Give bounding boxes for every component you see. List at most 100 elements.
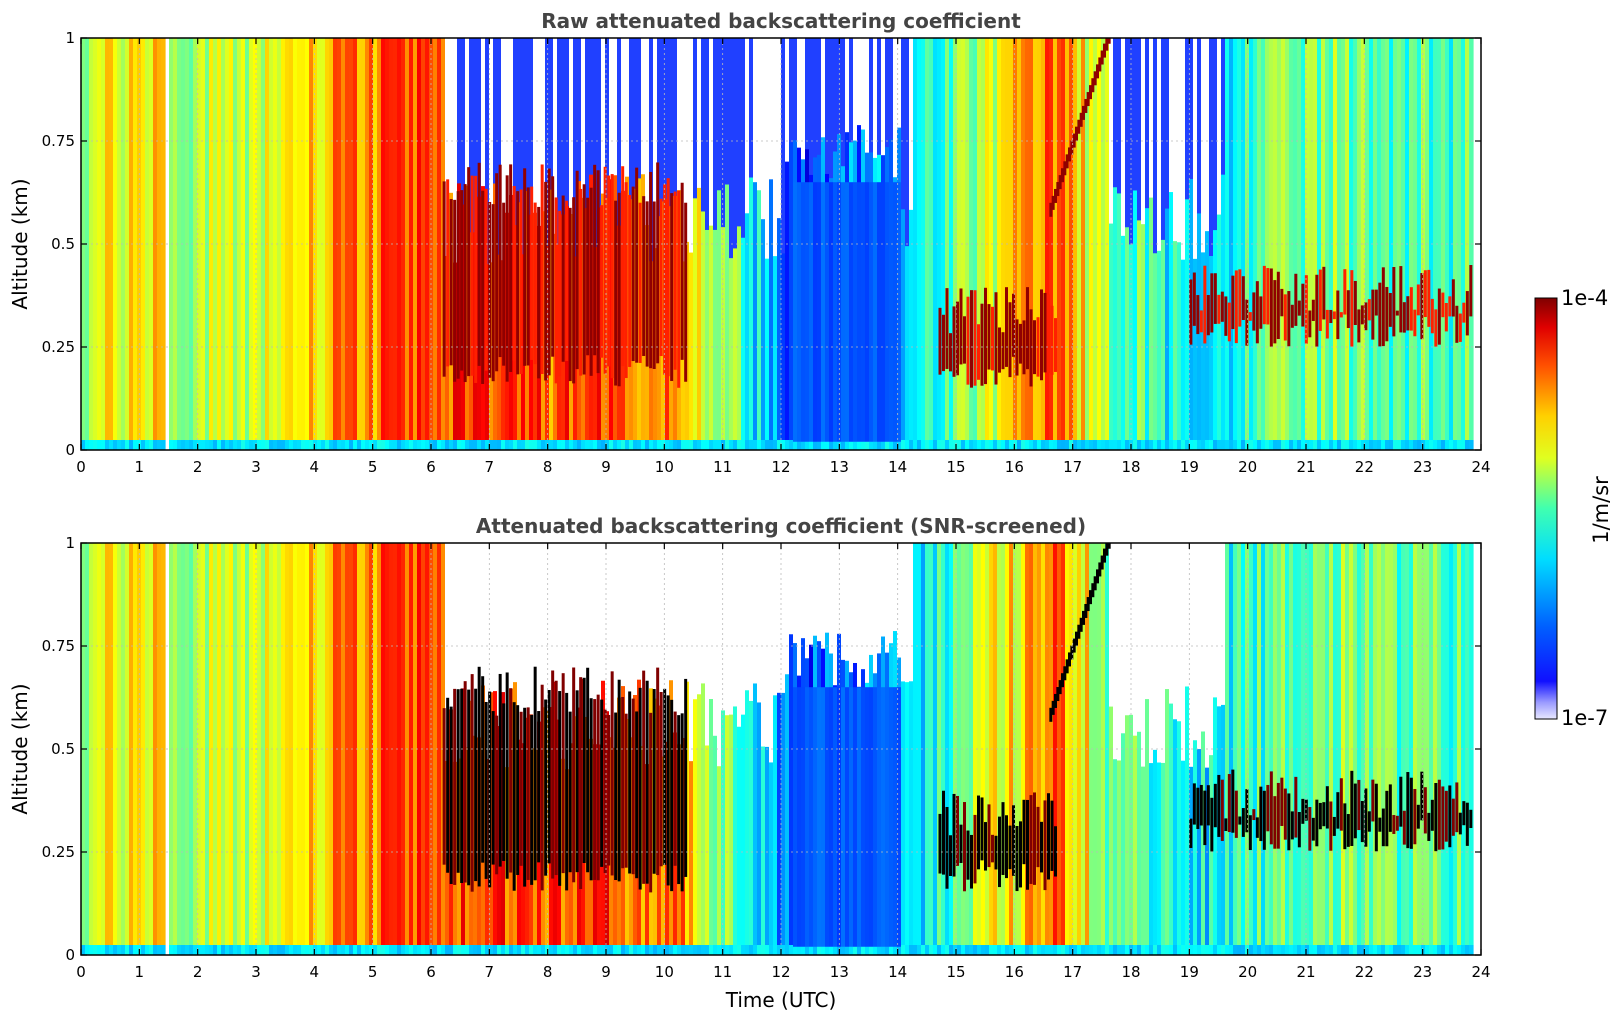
surface-band-cell (1437, 945, 1442, 955)
surface-band-cell (161, 945, 166, 955)
cloud-layer-cell (1273, 796, 1277, 849)
cloud-layer-cell (1213, 783, 1217, 828)
cloud-layer-cell (1381, 267, 1385, 347)
cloud-layer-cell (963, 316, 966, 364)
surface-band-cell (1209, 945, 1214, 955)
cloud-layer-cell (1409, 777, 1413, 849)
heatmap-column (1337, 543, 1342, 945)
clear-air-cell (817, 182, 822, 442)
upper-sparse-cell (745, 38, 750, 214)
cloud-layer-cell (446, 179, 450, 367)
surface-band-cell (485, 945, 490, 955)
upper-sparse-cell (761, 38, 766, 220)
surface-band-cell (1389, 440, 1394, 450)
surface-band-cell (705, 440, 710, 450)
surface-band-cell (1293, 945, 1298, 955)
surface-band-cell (437, 440, 442, 450)
surface-band-cell (181, 945, 186, 955)
plume-cell (1105, 543, 1109, 556)
surface-band-cell (1377, 440, 1382, 450)
surface-band-cell (1221, 945, 1226, 955)
surface-band-cell (1369, 945, 1374, 955)
upper-sparse-cell (1137, 38, 1142, 221)
surface-band-cell (385, 945, 390, 955)
plume-cell (1077, 119, 1081, 134)
heatmap-column (301, 543, 306, 945)
surface-band-cell (121, 945, 126, 955)
clear-air-cell (817, 687, 822, 947)
heatmap-column (1457, 38, 1462, 440)
heatmap-column (369, 543, 374, 945)
heatmap-column (345, 38, 350, 440)
surface-band-cell (945, 945, 950, 955)
surface-band-cell (1465, 440, 1470, 450)
surface-band-cell (1357, 945, 1362, 955)
upper-sparse-cell (1161, 543, 1166, 763)
surface-band-cell (265, 945, 270, 955)
surface-band-cell (565, 945, 570, 955)
cloud-layer-cell (512, 702, 516, 891)
heatmap-column (1249, 543, 1254, 945)
upper-sparse-cell (537, 543, 542, 722)
cloud-layer-cell (1054, 318, 1057, 372)
clear-air-cell (829, 687, 834, 947)
heatmap-column (1081, 543, 1086, 945)
surface-band-cell (585, 945, 590, 955)
cloud-layer-cell (1416, 284, 1420, 316)
surface-band-cell (1221, 440, 1226, 450)
heatmap-column (1393, 38, 1398, 440)
heatmap-column (1305, 543, 1310, 945)
cloud-layer-cell (568, 711, 572, 873)
surface-band-cell (789, 440, 794, 450)
cloud-layer-cell (656, 162, 660, 364)
upper-sparse-cell (585, 38, 590, 209)
upper-sparse-cell (449, 543, 454, 710)
heatmap-column (157, 38, 162, 440)
heatmap-column (1377, 543, 1382, 945)
surface-band-cell (145, 945, 150, 955)
cloud-layer-cell (1427, 812, 1431, 841)
cloud-layer-cell (1040, 289, 1043, 381)
surface-band-cell (409, 945, 414, 955)
upper-sparse-cell (493, 38, 498, 184)
heatmap-column (149, 543, 154, 945)
heatmap-column (1033, 543, 1038, 945)
upper-sparse-cell (461, 543, 466, 689)
upper-sparse-cell (509, 38, 514, 195)
heatmap-column (749, 543, 754, 945)
cloud-layer-cell (1022, 799, 1026, 865)
heatmap-column (1281, 38, 1286, 440)
heatmap-column (1201, 543, 1206, 945)
heatmap-column (1465, 543, 1470, 945)
surface-band-cell (305, 945, 310, 955)
cloud-layer-cell (1290, 304, 1294, 328)
cloud-layer-cell (491, 711, 495, 865)
heatmap-column (317, 38, 322, 440)
cloud-layer-cell (670, 699, 674, 892)
surface-band-cell (541, 440, 546, 450)
surface-band-cell (489, 945, 494, 955)
heatmap-column (1001, 543, 1006, 945)
cloud-layer-cell (670, 193, 674, 382)
surface-band-cell (1145, 440, 1150, 450)
surface-band-cell (961, 440, 966, 450)
heatmap-column (81, 38, 86, 440)
cloud-layer-cell (558, 210, 562, 377)
surface-band-cell (1197, 440, 1202, 450)
heatmap-column (909, 38, 914, 440)
surface-band-cell (1321, 945, 1326, 955)
upper-sparse-cell (629, 38, 634, 200)
cloud-layer-cell (1346, 290, 1350, 329)
cloud-layer-cell (467, 167, 471, 377)
cloud-layer-cell (1269, 771, 1273, 845)
heatmap-column (1361, 38, 1366, 440)
heatmap-column (1317, 543, 1322, 945)
heatmap-column (413, 38, 418, 440)
surface-band-cell (393, 945, 398, 955)
surface-band-cell (1125, 945, 1130, 955)
cloud-layer-cell (973, 290, 977, 386)
heatmap-column (1373, 38, 1378, 440)
surface-band-cell (777, 440, 782, 450)
surface-band-cell (105, 945, 110, 955)
cloud-layer-cell (980, 303, 984, 386)
